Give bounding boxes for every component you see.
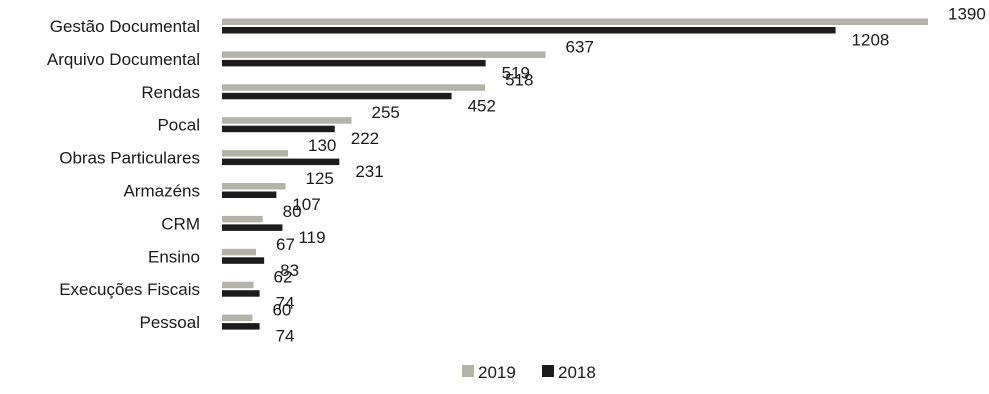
category-label-armazens: Armazéns — [123, 182, 200, 201]
category-label-crm: CRM — [161, 214, 200, 233]
bar-2018-ensino — [222, 257, 265, 264]
value-label-2018-pocal: 222 — [351, 129, 379, 148]
bar-2018-obras-particulares — [222, 158, 340, 166]
bar-2018-armazens — [222, 191, 277, 198]
value-label-2019-armazens: 125 — [305, 169, 333, 188]
bar-2019-execucoes-fiscais — [222, 281, 254, 289]
legend-label-2018: 2018 — [558, 363, 596, 382]
value-label-2019-crm: 80 — [283, 202, 302, 221]
value-label-2018-obras-particulares: 231 — [355, 162, 383, 181]
value-label-2019-rendas: 518 — [505, 70, 533, 89]
bar-2019-ensino — [222, 248, 257, 256]
category-label-ensino: Ensino — [148, 247, 200, 266]
value-label-2018-ensino: 83 — [280, 261, 299, 280]
category-label-rendas: Rendas — [141, 83, 200, 102]
value-label-2018-armazens: 107 — [292, 195, 320, 214]
bar-2018-pessoal — [222, 323, 260, 330]
bar-2018-rendas — [222, 92, 452, 100]
category-label-pocal: Pocal — [157, 116, 200, 135]
category-label-gestao-documental: Gestão Documental — [50, 17, 200, 36]
value-label-2018-gestao-documental: 1208 — [852, 31, 890, 50]
value-label-2019-execucoes-fiscais: 62 — [273, 268, 292, 287]
category-label-pessoal: Pessoal — [140, 313, 200, 332]
category-label-obras-particulares: Obras Particulares — [59, 149, 200, 168]
category-labels: Gestão Documental Arquivo Documental Renda… — [47, 17, 200, 332]
bar-2018-gestao-documental — [222, 27, 836, 34]
bar-2018-crm — [222, 224, 283, 231]
legend-swatch-2018 — [542, 365, 554, 377]
value-label-2018-arquivo-documental: 519 — [502, 63, 530, 82]
value-label-2019-obras-particulares: 130 — [308, 136, 336, 155]
value-label-2018-rendas: 452 — [468, 96, 496, 115]
bar-2019-pessoal — [222, 314, 253, 322]
bar-2019-armazens — [222, 183, 286, 190]
legend-label-2019: 2019 — [478, 363, 516, 382]
category-label-execucoes-fiscais: Execuções Fiscais — [59, 280, 200, 299]
bar-2019-obras-particulares — [222, 150, 289, 157]
bar-2019-arquivo-documental — [222, 51, 546, 58]
value-label-2018-crm: 119 — [298, 228, 325, 247]
bar-2019-rendas — [222, 84, 486, 91]
category-label-arquivo-documental: Arquivo Documental — [47, 50, 200, 69]
bars — [222, 18, 928, 330]
value-label-2019-ensino: 67 — [276, 235, 295, 254]
value-label-2018-pessoal: 74 — [276, 327, 295, 346]
legend: 2019 2018 — [462, 363, 596, 382]
bar-2018-pocal — [222, 125, 335, 133]
value-label-2019-gestao-documental: 1390 — [948, 5, 986, 24]
value-label-2019-arquivo-documental: 637 — [566, 37, 594, 56]
value-label-2019-pocal: 255 — [372, 103, 400, 122]
bar-2018-arquivo-documental — [222, 59, 486, 67]
bar-2019-pocal — [222, 117, 352, 124]
bar-2018-execucoes-fiscais — [222, 290, 260, 297]
legend-swatch-2019 — [462, 365, 474, 377]
bar-2019-crm — [222, 215, 263, 223]
value-label-2018-execucoes-fiscais: 74 — [276, 294, 295, 313]
value-label-2019-pessoal: 60 — [272, 301, 291, 320]
bar-2019-gestao-documental — [222, 18, 928, 25]
